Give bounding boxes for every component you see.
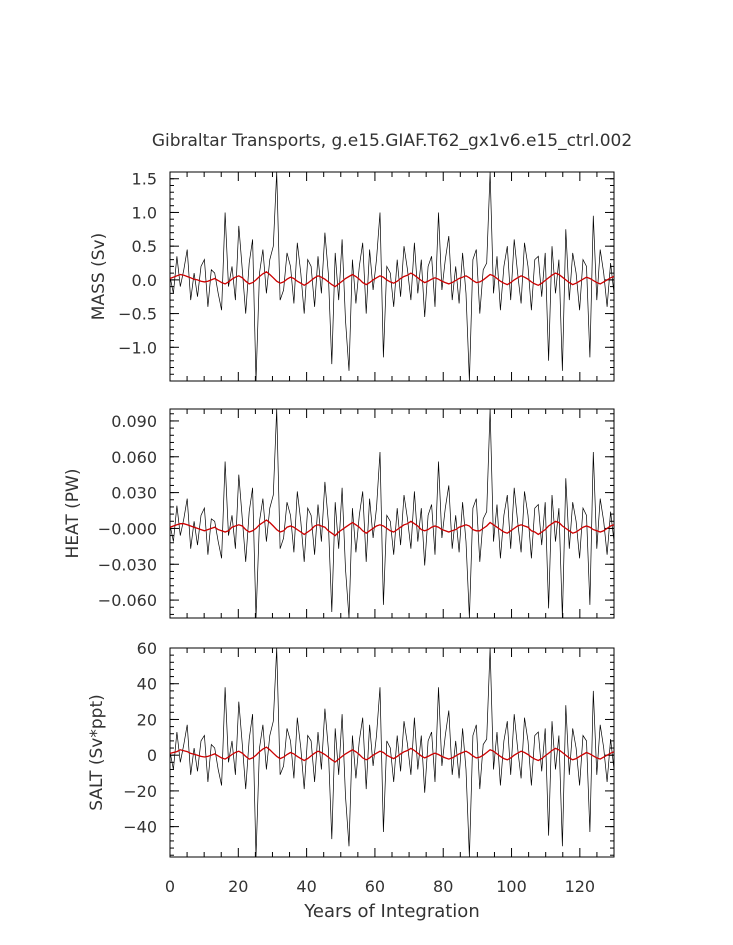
- x-tick-labels: 0 20 40 60 80 100 120: [165, 877, 595, 896]
- y-tick-label: 0.0: [132, 271, 157, 290]
- panel-heat-frame: [169, 408, 615, 619]
- y-tick-label: −0.000: [98, 519, 157, 538]
- y-tick-label: 20: [137, 710, 157, 729]
- y-tick-label: 60: [137, 639, 157, 658]
- x-tick-label: 0: [165, 877, 175, 896]
- y-tick-label: 0.5: [132, 237, 157, 256]
- y-tick-label: 40: [137, 675, 157, 694]
- raw-series-line: [169, 408, 615, 619]
- panel-mass: 1.5 1.0 0.5 0.0 −0.5 −1.0 MASS (Sv): [89, 170, 615, 382]
- panel-heat: 0.090 0.060 0.030 −0.000 −0.030 −0.060 HEAT (…: [63, 408, 615, 619]
- y-tick-label: 0: [147, 746, 157, 765]
- y-tick-label: 0.030: [111, 484, 157, 503]
- y-tick-label: −40: [123, 818, 157, 837]
- y-tick-label: −20: [123, 782, 157, 801]
- raw-series-line: [169, 171, 615, 382]
- panel-mass-ylabel: MASS (Sv): [89, 233, 109, 320]
- y-tick-label: 0.060: [111, 448, 157, 467]
- x-tick-label: 120: [565, 877, 596, 896]
- smoothed-series-line: [169, 519, 615, 537]
- panel-heat-ylabel: HEAT (PW): [63, 469, 83, 559]
- y-tick-label: 1.0: [132, 203, 157, 222]
- x-axis-label: Years of Integration: [303, 901, 479, 922]
- smoothed-series-line: [169, 271, 615, 288]
- raw-series-line: [169, 647, 615, 858]
- y-tick-label: −1.0: [118, 338, 157, 357]
- x-tick-label: 100: [496, 877, 527, 896]
- x-tick-label: 20: [228, 877, 248, 896]
- y-tick-label: −0.030: [98, 555, 157, 574]
- y-tick-label: −0.060: [98, 591, 157, 610]
- panel-salt: 60 40 20 0 −20 −40 SALT (Sv*ppt): [87, 639, 615, 858]
- chart-title: Gibraltar Transports, g.e15.GIAF.T62_gx1…: [152, 131, 632, 151]
- x-tick-label: 80: [433, 877, 453, 896]
- panel-salt-ylabel: SALT (Sv*ppt): [87, 694, 107, 811]
- x-tick-label: 60: [365, 877, 385, 896]
- y-tick-label: 1.5: [132, 170, 157, 189]
- x-tick-label: 40: [296, 877, 316, 896]
- y-tick-label: −0.5: [118, 305, 157, 324]
- smoothed-series-line: [169, 746, 615, 763]
- y-tick-label: 0.090: [111, 412, 157, 431]
